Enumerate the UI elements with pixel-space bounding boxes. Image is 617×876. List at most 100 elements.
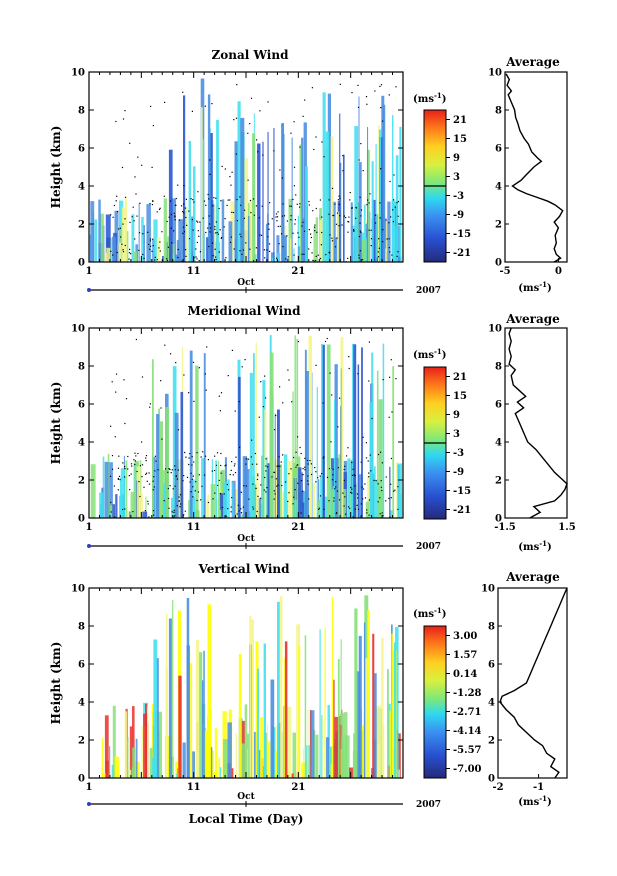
heatmap-cell	[302, 502, 305, 518]
heatmap-streak	[361, 347, 363, 518]
contour-dot	[191, 464, 193, 466]
contour-dot	[265, 470, 267, 472]
contour-dot	[274, 493, 276, 495]
heatmap-cell	[171, 497, 174, 518]
contour-dot	[344, 496, 346, 498]
contour-dot	[133, 220, 135, 222]
contour-dot	[230, 184, 232, 186]
heatmap-cell	[333, 237, 338, 262]
contour-dot	[365, 457, 368, 459]
contour-dot	[253, 214, 255, 216]
heatmap-cell	[363, 204, 366, 262]
contour-dot	[208, 245, 210, 248]
contour-dot	[173, 511, 175, 513]
contour-dot	[163, 500, 165, 502]
heatmap-cell	[191, 216, 195, 262]
contour-dot	[137, 156, 139, 158]
heatmap-cell	[309, 710, 315, 778]
heatmap-cell	[214, 728, 217, 778]
contour-dot	[171, 242, 173, 244]
heatmap-cell	[219, 493, 225, 518]
colorbar-tick-label: -7.00	[453, 764, 482, 775]
profile-y-tick-label: 6	[488, 660, 495, 671]
contour-dot	[122, 118, 125, 120]
heatmap-streak	[280, 596, 283, 778]
contour-dot	[170, 213, 172, 216]
contour-dot	[379, 497, 381, 499]
contour-dot	[139, 202, 141, 204]
vertical-x-ticks: 1 11 21	[86, 588, 404, 793]
contour-dot	[132, 206, 134, 208]
contour-dot	[245, 463, 247, 465]
contour-dot	[350, 486, 352, 489]
heatmap-cell	[390, 510, 395, 518]
contour-dot	[347, 447, 349, 449]
contour-dot	[121, 166, 124, 169]
heatmap-streak	[251, 619, 254, 778]
contour-dot	[299, 146, 301, 148]
contour-dot	[277, 211, 279, 213]
contour-dot	[281, 177, 283, 179]
contour-dot	[137, 452, 139, 455]
contour-dot	[191, 456, 193, 458]
heatmap-streak	[321, 343, 323, 518]
heatmap-streak	[202, 139, 204, 262]
heatmap-cell	[307, 709, 309, 778]
contour-dot	[360, 215, 362, 217]
contour-dot	[185, 249, 187, 251]
contour-dot	[174, 485, 176, 487]
contour-dot	[123, 379, 125, 381]
contour-dot	[335, 512, 337, 515]
contour-dot	[172, 488, 174, 490]
contour-dot	[161, 438, 163, 440]
contour-dot	[219, 229, 221, 231]
heatmap-cell	[247, 469, 250, 518]
profile-line	[508, 327, 568, 519]
contour-dot	[245, 485, 247, 487]
contour-dot	[188, 463, 190, 466]
heatmap-streak	[391, 633, 393, 778]
heatmap-cell	[249, 200, 254, 262]
heatmap-cell	[301, 472, 303, 518]
contour-dot	[143, 257, 145, 259]
contour-dot	[143, 486, 145, 488]
contour-dot	[368, 202, 370, 204]
contour-dot	[192, 486, 194, 488]
contour-dot	[211, 103, 213, 105]
contour-dot	[337, 199, 339, 201]
contour-dot	[312, 259, 314, 261]
contour-dot	[356, 493, 359, 495]
heatmap-streak	[354, 126, 359, 262]
heatmap-cell	[176, 459, 182, 518]
contour-dot	[226, 204, 228, 206]
contour-dot	[389, 376, 391, 378]
heatmap-streak	[262, 379, 266, 518]
contour-dot	[362, 498, 364, 500]
contour-dot	[390, 497, 392, 499]
contour-dot	[318, 508, 320, 510]
contour-dot	[357, 508, 359, 510]
contour-dot	[321, 231, 323, 234]
contour-dot	[297, 232, 299, 234]
contour-dot	[279, 169, 281, 171]
contour-dot	[382, 120, 384, 122]
contour-dot	[390, 359, 392, 361]
heatmap-cell	[315, 734, 319, 778]
contour-dot	[247, 179, 249, 181]
heatmap-cell	[146, 204, 151, 262]
contour-dot	[260, 497, 262, 499]
contour-dot	[348, 221, 350, 223]
contour-dot	[359, 230, 361, 232]
contour-dot	[285, 258, 287, 260]
contour-dot	[183, 374, 185, 376]
meridional-time-marker	[87, 544, 91, 548]
contour-dot	[315, 136, 317, 138]
profile-y-tick-label: 8	[495, 106, 502, 117]
heatmap-cell	[257, 481, 259, 518]
heatmap-cell	[193, 497, 196, 518]
colorbar-tick-label: -2.71	[453, 707, 482, 718]
heatmap-cell	[372, 199, 376, 262]
contour-dot	[188, 238, 191, 240]
contour-dot	[343, 215, 345, 217]
vertical-month: Oct	[237, 792, 255, 802]
